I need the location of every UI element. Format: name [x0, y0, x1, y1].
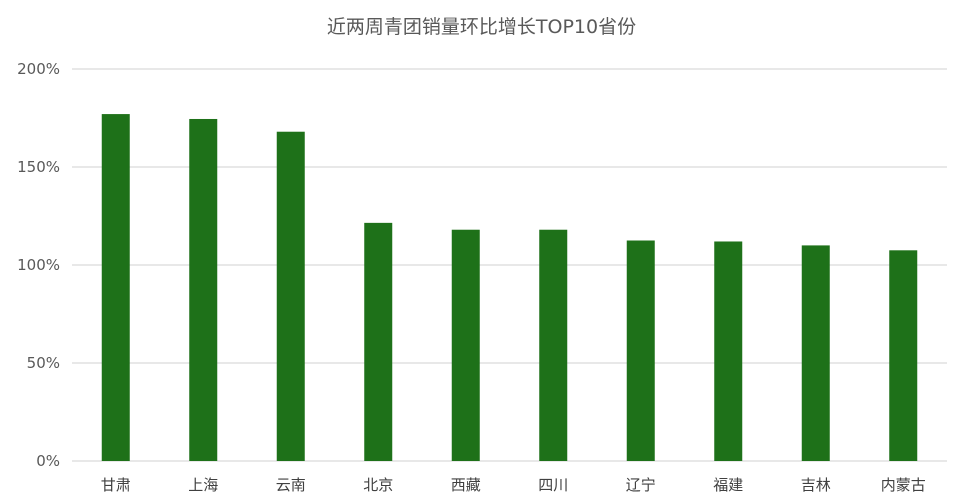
y-tick-label: 150% [17, 158, 60, 176]
x-category-label: 福建 [713, 476, 743, 494]
bar-5 [451, 229, 480, 461]
bar-6 [539, 229, 568, 461]
x-category-label: 甘肃 [101, 476, 131, 494]
y-tick-label: 50% [27, 354, 60, 372]
x-category-label: 四川 [538, 476, 568, 494]
gridlines [72, 68, 947, 462]
x-category-label: 吉林 [801, 476, 831, 494]
y-tick-label: 200% [17, 60, 60, 78]
x-category-label: 北京 [363, 476, 393, 494]
bar-7 [626, 240, 655, 461]
x-category-label: 云南 [276, 476, 306, 494]
chart-title: 近两周青团销量环比增长TOP10省份 [326, 16, 637, 38]
x-axis-category-labels: 甘肃 上海 云南 北京 西藏 四川 辽宁 福建 吉林 内蒙古 [101, 476, 926, 494]
y-tick-label: 100% [17, 256, 60, 274]
bars [101, 114, 918, 461]
bar-2 [189, 118, 218, 461]
bar-1 [101, 114, 130, 461]
bar-4 [364, 222, 393, 461]
bar-8 [714, 241, 743, 461]
bar-9 [801, 245, 830, 461]
bar-10 [889, 250, 918, 461]
x-category-label: 辽宁 [626, 476, 656, 494]
x-category-label: 上海 [188, 476, 218, 494]
y-tick-label: 0% [36, 452, 60, 470]
x-category-label: 西藏 [451, 476, 481, 494]
bar-3 [276, 131, 305, 461]
x-category-label: 内蒙古 [881, 476, 926, 494]
y-axis-tick-labels: 0% 50% 100% 150% 200% [17, 60, 60, 470]
